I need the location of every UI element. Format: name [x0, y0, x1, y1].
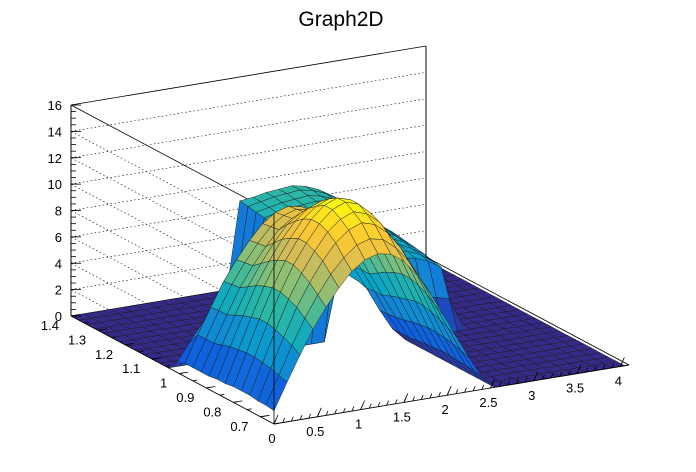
- x-axis-minor-tick: [490, 383, 493, 389]
- z-axis-tick-label: 8: [55, 204, 62, 219]
- x-axis-minor-tick: [308, 413, 311, 419]
- y-axis-minor-tick: [111, 336, 117, 338]
- y-axis-minor-tick: [125, 343, 130, 346]
- x-axis-minor-tick: [325, 410, 329, 416]
- x-axis-minor-tick: [576, 368, 580, 374]
- z-axis-tick-label: 12: [48, 151, 62, 166]
- y-axis-line: [70, 315, 275, 425]
- y-axis-minor-tick: [233, 401, 238, 403]
- x-axis-minor-tick: [568, 370, 571, 376]
- y-axis-minor-tick: [165, 365, 171, 367]
- x-axis-minor-tick: [412, 396, 415, 402]
- x-axis-minor-tick: [429, 393, 433, 399]
- y-axis-tick-label: 1: [160, 376, 167, 391]
- x-axis-tick-label: 4: [615, 373, 622, 388]
- x-axis-minor-tick: [351, 406, 355, 412]
- x-axis-tick-label: 0: [268, 431, 275, 446]
- x-axis-minor-tick: [420, 394, 424, 400]
- x-axis-minor-tick: [524, 377, 528, 383]
- z-axis-tick-label: 10: [48, 177, 62, 192]
- x-axis-tick-label: 3: [528, 388, 535, 403]
- y-axis-tick-label: 1.4: [41, 318, 59, 333]
- z-axis-tick-label: 0: [55, 309, 62, 324]
- x-axis-line: [273, 364, 630, 425]
- x-axis-minor-tick: [516, 379, 519, 384]
- x-axis-minor-tick: [464, 387, 467, 393]
- x-axis-minor-tick: [290, 416, 294, 422]
- y-axis-minor-tick: [260, 415, 266, 418]
- y-axis-minor-tick: [84, 322, 90, 324]
- y-axis-minor-tick: [192, 379, 198, 382]
- y-axis-minor-tick: [273, 422, 279, 425]
- x-axis-tick-label: 1.5: [393, 409, 411, 424]
- x-axis-minor-tick: [386, 400, 389, 406]
- x-axis-minor-tick: [377, 402, 381, 407]
- z-axis-tick-label: 4: [55, 256, 62, 271]
- y-axis-minor-tick: [97, 329, 103, 331]
- x-axis-minor-tick: [394, 399, 398, 405]
- x-axis-minor-tick: [342, 407, 346, 413]
- x-axis-minor-tick: [438, 391, 441, 397]
- y-axis-tick-label: 0.9: [176, 390, 194, 405]
- x-axis-minor-tick: [559, 371, 563, 377]
- y-axis-minor-tick: [152, 358, 157, 360]
- front-frame: [273, 46, 630, 424]
- z-axis-tick-label: 2: [55, 283, 62, 298]
- x-axis-tick-label: 2.5: [479, 395, 497, 410]
- y-axis-tick-label: 1.1: [122, 361, 140, 376]
- x-axis-tick-label: 3.5: [566, 381, 584, 396]
- x-axis-minor-tick: [299, 415, 303, 420]
- x-axis-minor-tick: [403, 397, 407, 403]
- surface-cell: [265, 375, 288, 412]
- y-axis-minor-tick: [138, 350, 144, 353]
- x-axis-tick-label: 0.5: [306, 424, 324, 439]
- x-axis-minor-tick: [550, 373, 554, 379]
- y-axis-minor-tick: [179, 372, 184, 374]
- back-top-edge: [70, 45, 427, 106]
- x-axis-tick-label: 1: [355, 417, 362, 432]
- x-axis-minor-tick: [481, 384, 485, 390]
- x-axis-minor-tick: [282, 417, 286, 423]
- y-axis-tick-label: 0.7: [230, 419, 248, 434]
- y-axis-tick-label: 1.3: [68, 332, 86, 347]
- x-axis-minor-tick: [602, 364, 606, 370]
- chart-title: Graph2D: [298, 8, 383, 31]
- y-axis-tick-label: 1.2: [95, 347, 113, 362]
- x-axis-minor-tick: [533, 376, 537, 381]
- x-axis-minor-tick: [273, 419, 277, 425]
- surface-plot: [70, 185, 625, 412]
- x-axis-minor-tick: [316, 412, 320, 417]
- x-axis-minor-tick: [585, 367, 589, 373]
- x-axis-minor-tick: [507, 380, 511, 386]
- x-axis-minor-tick: [360, 404, 363, 410]
- x-axis-minor-tick: [498, 381, 502, 387]
- z-axis-tick-label: 16: [48, 98, 62, 113]
- gridline-back-wall: [70, 124, 427, 185]
- z-axis-tick-label: 6: [55, 230, 62, 245]
- x-axis-minor-tick: [368, 403, 372, 409]
- x-axis-minor-tick: [446, 390, 450, 396]
- y-axis-minor-tick: [219, 394, 225, 396]
- y-axis-tick-label: 0.8: [203, 404, 221, 419]
- x-axis-minor-tick: [334, 409, 337, 415]
- y-axis-minor-tick: [206, 386, 211, 389]
- y-axis-minor-tick: [246, 408, 252, 410]
- x-axis-minor-tick: [455, 389, 459, 394]
- x-axis-tick-label: 2: [442, 402, 449, 417]
- axes: 0 0.5 1 1.5 2 2.5 3 3.5 40.70.80.911.11.21.31.40…: [41, 98, 630, 446]
- gridline-back-wall: [70, 98, 427, 159]
- gridline-back-wall: [70, 72, 427, 132]
- x-axis-minor-tick: [611, 363, 615, 369]
- x-axis-minor-tick: [619, 361, 623, 367]
- right-floor-edge: [425, 256, 630, 366]
- z-axis-tick-label: 14: [48, 124, 62, 139]
- x-axis-minor-tick: [594, 366, 597, 371]
- left-top-edge: [70, 104, 275, 214]
- x-axis-minor-tick: [472, 386, 476, 392]
- x-axis-minor-tick: [542, 374, 545, 380]
